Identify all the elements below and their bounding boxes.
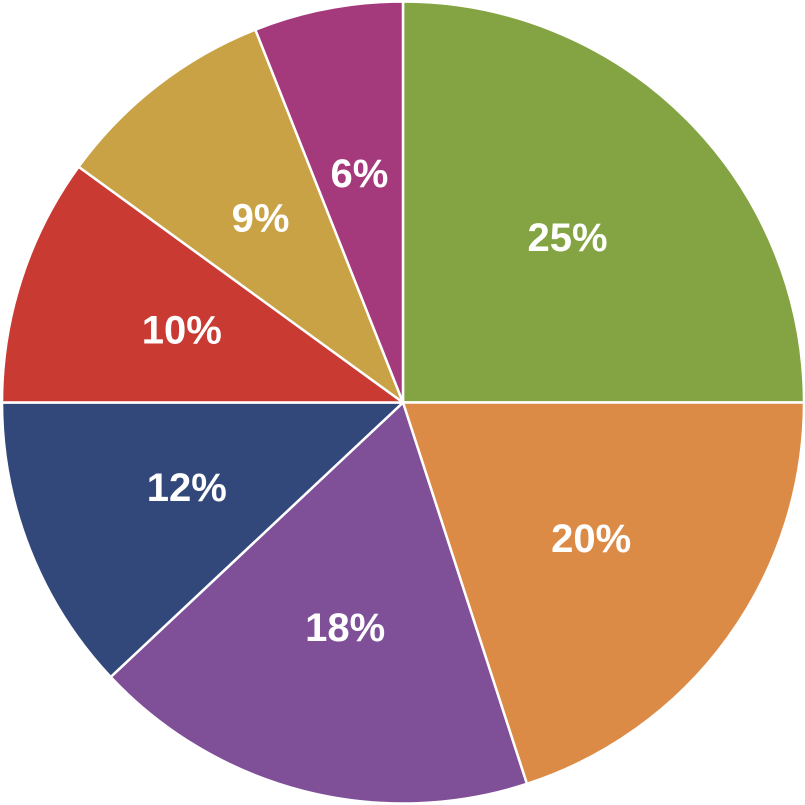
pie-slice-3 (0, 401, 405, 679)
pie-slice-5 (77, 28, 405, 404)
pie-slice-0 (401, 0, 805, 404)
pie-slice-6 (254, 0, 405, 404)
pie-labels: 25% 20% 18% 12% 10% 9% 6% (142, 152, 631, 650)
pie-slice-label-2: 18% (305, 606, 385, 650)
pie-slice-label-1: 20% (551, 517, 631, 561)
pie-slice-label-4: 10% (142, 309, 222, 353)
pie-slice-4 (0, 165, 405, 404)
pie-slice-1 (401, 401, 805, 786)
pie-slice-2 (109, 401, 529, 805)
pie-slice-label-5: 9% (232, 197, 290, 241)
pie-slice-label-0: 25% (527, 216, 607, 260)
pie-slice-label-6: 6% (330, 152, 388, 196)
pie-slice-label-3: 12% (147, 466, 227, 510)
